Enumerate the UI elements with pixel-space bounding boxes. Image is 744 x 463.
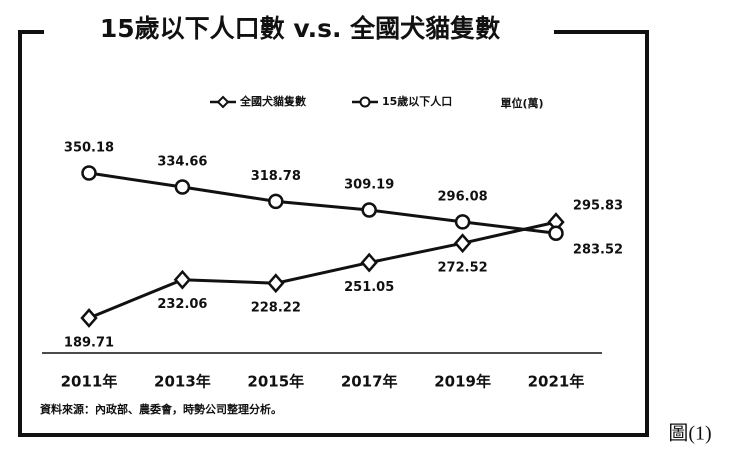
data-label: 251.05 — [344, 280, 394, 295]
point — [453, 233, 472, 254]
x-tick-label: 2015年 — [247, 373, 304, 391]
point — [548, 225, 564, 241]
data-label: 296.08 — [438, 189, 488, 204]
point — [80, 308, 98, 328]
series-line — [88, 171, 557, 235]
point — [174, 179, 191, 195]
legend-marker — [359, 96, 371, 108]
point — [267, 273, 285, 294]
legend-label: 全國犬貓隻數 — [239, 94, 306, 108]
legend-label: 15歲以下人口 — [382, 94, 452, 108]
point — [173, 269, 192, 290]
data-label: 295.83 — [573, 199, 623, 214]
point — [268, 193, 284, 210]
point — [81, 165, 97, 181]
x-tick-label: 2021年 — [528, 373, 585, 391]
data-label: 228.22 — [251, 301, 301, 316]
figure-caption: 圖(1) — [668, 423, 711, 445]
data-label: 272.52 — [438, 261, 488, 276]
x-tick-label: 2013年 — [154, 373, 211, 391]
legend-marker — [216, 95, 230, 109]
series-line — [88, 220, 557, 320]
title-background — [44, 12, 554, 52]
point — [360, 252, 378, 273]
data-label: 334.66 — [157, 155, 207, 170]
point — [454, 214, 471, 230]
point — [361, 202, 377, 218]
x-tick-label: 2011年 — [61, 373, 118, 391]
chart-title: 15歲以下人口數 v.s. 全國犬貓隻數 — [100, 14, 500, 43]
data-label: 309.19 — [344, 178, 394, 193]
x-tick-label: 2019年 — [434, 373, 491, 391]
source-note: 資料來源：內政部、農委會，時勢公司整理分析。 — [40, 402, 282, 416]
data-label: 350.18 — [64, 141, 114, 156]
x-tick-label: 2017年 — [341, 373, 398, 391]
data-label: 283.52 — [573, 243, 623, 258]
data-label: 232.06 — [157, 297, 207, 312]
data-label: 318.78 — [251, 169, 301, 184]
data-label: 189.71 — [64, 336, 114, 351]
unit-label: 單位(萬) — [500, 96, 543, 110]
